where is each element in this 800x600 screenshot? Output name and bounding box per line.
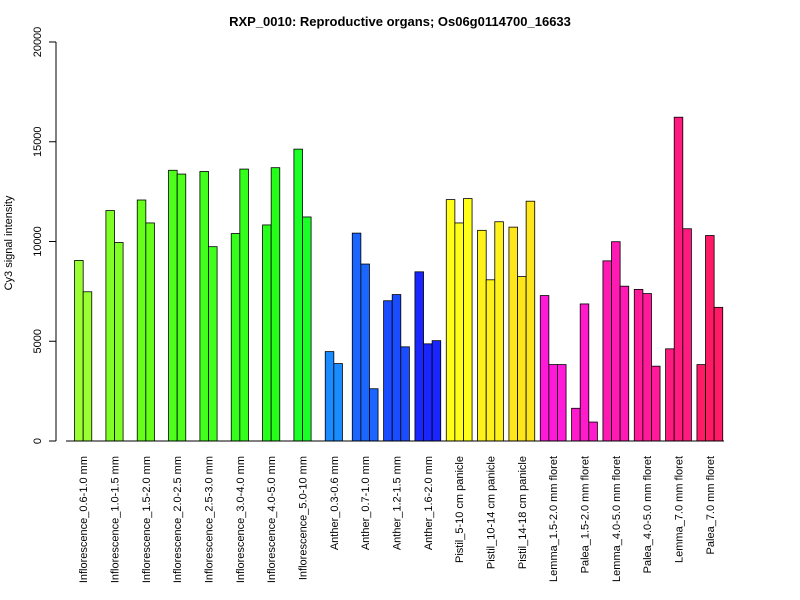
bar	[673, 116, 684, 442]
x-tick-label: Pistil_5-10 cm panicle	[454, 456, 466, 563]
bar	[199, 171, 209, 442]
bar	[82, 291, 93, 442]
y-tick-label: 15000	[32, 126, 44, 157]
bar	[525, 200, 536, 442]
x-tick-label: Inflorescence_0.6-1.0 mm	[78, 456, 90, 583]
bar	[508, 226, 518, 442]
bar	[431, 340, 442, 442]
bar	[713, 306, 724, 442]
bar	[696, 364, 706, 442]
bar	[391, 294, 402, 442]
x-tick-label: Inflorescence_5.0-10 mm	[298, 456, 310, 580]
bar	[74, 260, 84, 442]
bar	[454, 222, 464, 442]
bar	[485, 279, 496, 442]
bar	[642, 293, 652, 442]
bar	[682, 228, 692, 442]
bar	[557, 364, 567, 442]
bar	[602, 260, 612, 442]
bar	[302, 216, 312, 442]
x-tick-label: Anther_0.3-0.6 mm	[329, 456, 341, 550]
bar	[414, 271, 424, 442]
y-tick-label: 20000	[32, 27, 44, 58]
bar	[619, 285, 630, 442]
y-tick-label: 5000	[32, 329, 44, 353]
x-tick-label: Inflorescence_2.0-2.5 mm	[172, 456, 184, 583]
bar	[611, 241, 621, 442]
bar	[548, 364, 558, 442]
bar	[571, 407, 581, 442]
chart-title: RXP_0010: Reproductive organs; Os06g0114…	[229, 14, 571, 29]
bar	[333, 363, 343, 442]
x-tick-label: Anther_1.2-1.5 mm	[392, 456, 404, 550]
bar	[463, 198, 473, 442]
x-tick-label: Inflorescence_1.5-2.0 mm	[141, 456, 153, 583]
bar	[262, 224, 272, 442]
x-tick-label: Inflorescence_4.0-5.0 mm	[266, 456, 278, 583]
bar	[400, 346, 410, 442]
x-tick-label: Pistil_10-14 cm panicle	[486, 456, 498, 569]
bar	[579, 303, 590, 442]
bar	[208, 246, 218, 442]
x-tick-label: Inflorescence_3.0-4.0 mm	[235, 456, 247, 583]
bar	[588, 421, 598, 442]
bar	[383, 300, 393, 442]
bar	[136, 199, 147, 442]
bar	[360, 263, 370, 442]
x-tick-label: Inflorescence_1.0-1.5 mm	[110, 456, 122, 583]
x-tick-label: Anther_1.6-2.0 mm	[423, 456, 435, 550]
x-tick-label: Anther_0.7-1.0 mm	[360, 456, 372, 550]
bar	[351, 232, 362, 442]
y-tick-label: 10000	[32, 226, 44, 257]
bars	[74, 116, 724, 442]
bar	[517, 276, 527, 442]
bar	[445, 199, 456, 442]
x-tick-label: Palea_1.5-2.0 mm floret	[580, 456, 592, 573]
bar	[293, 148, 303, 442]
x-axis: Inflorescence_0.6-1.0 mm Inflorescence_1.…	[66, 440, 724, 583]
y-axis: 0 5000 10000 15000 20000	[32, 27, 57, 444]
x-tick-label: Inflorescence_2.5-3.0 mm	[204, 456, 216, 583]
x-tick-label: Lemma_1.5-2.0 mm floret	[548, 456, 560, 582]
bar	[494, 221, 504, 442]
bar	[168, 169, 178, 442]
bar	[665, 348, 675, 442]
bar	[633, 288, 644, 442]
x-tick-label: Lemma_7.0 mm floret	[674, 456, 686, 563]
y-axis-label: Cy3 signal intensity	[3, 195, 15, 290]
bar	[105, 210, 115, 442]
bar	[369, 388, 379, 442]
bar	[230, 233, 241, 442]
x-tick-label: Pistil_14-18 cm panicle	[517, 456, 529, 569]
bar	[145, 222, 155, 442]
bar	[270, 167, 281, 442]
bar	[705, 235, 715, 442]
bar	[239, 168, 249, 442]
bar	[539, 295, 550, 442]
bar	[176, 173, 187, 442]
bar	[423, 343, 433, 442]
x-tick-label: Palea_7.0 mm floret	[705, 456, 717, 554]
x-tick-label: Lemma_4.0-5.0 mm floret	[611, 456, 623, 582]
bar	[324, 351, 335, 442]
bar	[477, 229, 487, 442]
y-tick-label: 0	[32, 438, 44, 444]
x-tick-label: Palea_4.0-5.0 mm floret	[642, 456, 654, 573]
bar	[114, 242, 124, 442]
bar	[651, 365, 661, 442]
